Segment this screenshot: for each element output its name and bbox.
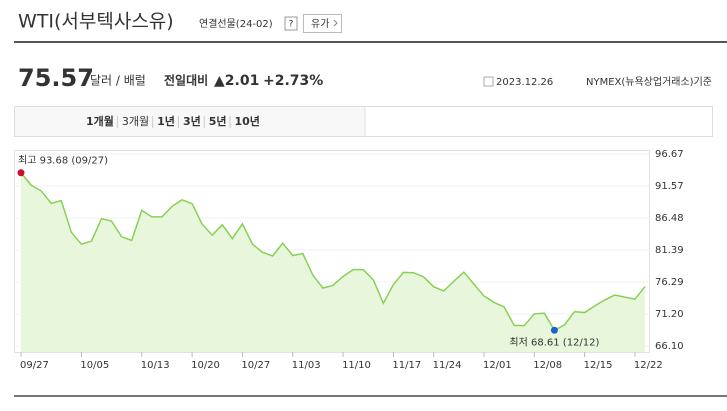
x-tick-label: 10/27: [241, 360, 270, 371]
change: ▲2.01: [214, 73, 259, 89]
x-tick-label: 11/24: [433, 360, 462, 371]
tab-bar-right: [365, 107, 712, 136]
date-icon: [483, 76, 494, 87]
y-tick-label: 76.29: [655, 277, 684, 288]
x-tick-label: 12/15: [584, 360, 613, 371]
subtitle: 연결선물(24-02): [199, 18, 273, 30]
x-tick-label: 12/01: [483, 360, 512, 371]
y-tick-label: 71.20: [655, 309, 684, 320]
x-tick-label: 09/27: [20, 360, 49, 371]
tab[interactable]: 1개월: [86, 114, 114, 128]
x-tick-label: 11/10: [342, 360, 371, 371]
tab[interactable]: 5년: [209, 114, 227, 128]
header-line: [14, 41, 727, 43]
source: NYMEX(뉴욕상업거래소)기준: [586, 75, 712, 88]
y-tick-label: 66.10: [655, 341, 684, 352]
x-tick-label: 11/03: [292, 360, 321, 371]
button-label[interactable]: 유가: [311, 18, 329, 30]
tab[interactable]: 10년: [235, 114, 260, 128]
extreme-dot: [17, 169, 25, 177]
annotation: 최저 68.61 (12/12): [509, 336, 599, 348]
x-tick-label: 10/05: [80, 360, 109, 371]
y-tick-label: 91.57: [655, 181, 684, 192]
unit: 달러 / 배럴: [90, 74, 146, 88]
help[interactable]: ?: [289, 20, 294, 30]
annotation: 최고 93.68 (09/27): [18, 155, 108, 167]
x-tick-label: 10/20: [191, 360, 220, 371]
x-tick-label: 12/08: [533, 360, 562, 371]
button[interactable]: [303, 14, 342, 33]
change-label: 전일대비: [164, 73, 208, 88]
tab[interactable]: 3개월: [122, 115, 149, 128]
area: [21, 172, 645, 352]
line: [20, 172, 646, 332]
change-pct: +2.73%: [263, 73, 323, 89]
y-tick-label: 81.39: [655, 245, 684, 256]
x-tick-label: 11/17: [392, 360, 421, 371]
help-box[interactable]: [284, 16, 298, 31]
y-tick-label: 86.48: [655, 213, 684, 224]
date: 2023.12.26: [496, 77, 553, 88]
tab[interactable]: 3년: [183, 114, 201, 128]
x-tick-label: 10/13: [141, 360, 170, 371]
extreme-dot: [550, 326, 558, 334]
button-arrow: [333, 19, 338, 27]
title: WTI(서부텍사스유): [18, 11, 174, 33]
tab[interactable]: 1년: [157, 114, 175, 128]
x-tick-label: 12/22: [634, 360, 663, 371]
footer-line: [14, 395, 727, 397]
price: 75.57: [18, 64, 94, 92]
y-tick-label: 96.67: [655, 149, 684, 160]
